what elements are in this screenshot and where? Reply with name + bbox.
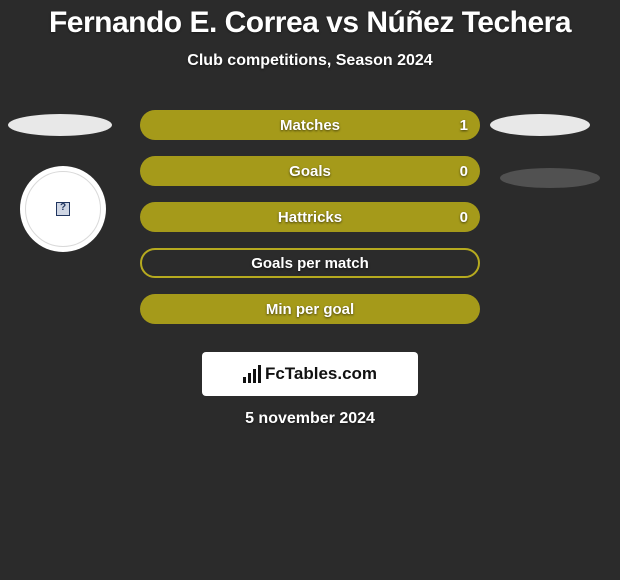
stat-row: Goals per match [140,248,480,278]
page-title: Fernando E. Correa vs Núñez Techera [0,0,620,40]
stat-label: Hattricks [278,209,342,226]
right-mid-ellipse [500,168,600,188]
stat-row: Matches 1 [140,110,480,140]
placeholder-icon [56,202,70,216]
subtitle: Club competitions, Season 2024 [0,52,620,70]
stat-value: 0 [460,163,468,180]
stats-stage: Matches 1 Goals 0 Hattricks 0 Goals per match M… [0,110,620,370]
stat-row: Goals 0 [140,156,480,186]
stat-label: Goals per match [251,255,369,272]
stat-label: Goals [289,163,331,180]
brand-badge: FcTables.com [202,352,418,396]
date-text: 5 november 2024 [245,410,375,428]
avatar [20,166,106,252]
stat-value: 0 [460,209,468,226]
stat-label: Min per goal [266,301,354,318]
stat-row: Min per goal [140,294,480,324]
left-top-ellipse [8,114,112,136]
right-top-ellipse [490,114,590,136]
stat-value: 1 [460,117,468,134]
stat-row: Hattricks 0 [140,202,480,232]
stat-label: Matches [280,117,340,134]
brand-text: FcTables.com [265,364,377,384]
brand-bars-icon [243,365,261,383]
